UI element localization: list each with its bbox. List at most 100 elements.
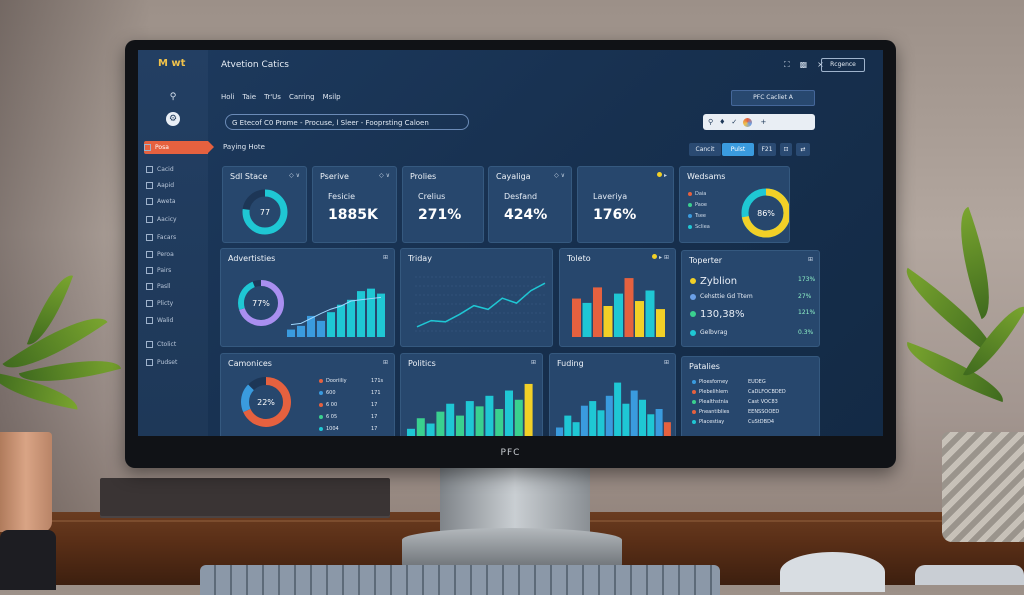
page-icon <box>146 166 153 173</box>
card-menu-icon[interactable]: ⊞ <box>530 359 536 366</box>
table-row[interactable]: Ploesforney <box>692 379 728 385</box>
status-dot-icon <box>652 254 658 259</box>
card-title: Patalies <box>689 362 720 371</box>
chart-bar <box>597 410 605 436</box>
workspace-chip[interactable]: PFC Cacliet A <box>731 90 815 106</box>
chart-bar <box>307 315 315 337</box>
row-swatch <box>319 390 323 395</box>
sidebar-item[interactable]: Pasll <box>146 280 204 293</box>
triday-line-chart <box>415 276 546 332</box>
lock-icon[interactable]: ▩ <box>799 60 818 69</box>
sidebar-item[interactable]: Aacicy <box>146 213 204 226</box>
top-nav: Holi Taie Tr'Us Carring Msilp <box>221 93 349 101</box>
camonices-card[interactable]: Camonices ⊞ 22% Dooriiliy 171s 600 171 6… <box>220 353 395 436</box>
primary-button[interactable]: Pulst <box>722 143 754 156</box>
toporter-card[interactable]: Toperter ⊞ Zyblion 173% Cehsttie Gd Ttem 2… <box>681 250 820 347</box>
kpi-label: Fesicie <box>328 192 356 201</box>
sidebar-item[interactable]: Pairs <box>146 264 204 277</box>
donut-arc <box>238 280 284 326</box>
table-row[interactable]: Plebelihlem <box>692 389 728 395</box>
row-swatch <box>692 409 696 414</box>
search-icon[interactable]: ⚲ <box>169 92 177 102</box>
kpi-card[interactable]: ▸ Laveriya 176% <box>577 166 674 243</box>
sidebar-item[interactable]: Plicty <box>146 297 204 310</box>
nav-item[interactable]: Carring <box>288 93 315 101</box>
nav-item[interactable]: Holi <box>221 93 235 101</box>
list-item[interactable]: Gelbvrag 0.3% <box>690 329 813 336</box>
politics-card[interactable]: Politics ⊞ <box>400 353 543 436</box>
card-menu-icon[interactable]: ◇ ∨ <box>379 172 390 179</box>
toleto-card[interactable]: Toleto ▸ ⊞ <box>559 248 676 347</box>
table-row-value: 17 <box>371 402 378 408</box>
kpi-card-donut[interactable]: Wedsams Daia Paoe Tsee Scliea 86% <box>679 166 790 243</box>
advertisers-card[interactable]: Advertisties ⊞ 77% <box>220 248 395 347</box>
card-menu-icon[interactable]: ⊞ <box>382 254 388 261</box>
card-menu-icon[interactable]: ▸ ⊞ <box>652 254 669 261</box>
table-row[interactable]: Placestiay <box>692 419 724 425</box>
plus-icon[interactable]: + <box>760 118 773 126</box>
sidebar-item-label: Aapid <box>157 182 175 189</box>
sidebar-item[interactable]: Facars <box>146 231 204 244</box>
pin-icon[interactable]: ♦ <box>719 118 732 126</box>
nav-item[interactable]: Msilp <box>322 93 341 101</box>
sidebar-item[interactable]: Aapid <box>146 179 204 192</box>
layout-button[interactable]: ⊡ <box>780 143 792 156</box>
card-menu-icon[interactable]: ◇ ∨ <box>289 172 300 179</box>
kpi-value: 176% <box>593 207 637 223</box>
page-icon <box>146 359 153 366</box>
sidebar-item[interactable]: Ctolict <box>146 338 204 351</box>
table-row[interactable]: Pneantiblies <box>692 409 729 415</box>
search-icon[interactable]: ⚲ <box>708 118 720 126</box>
check-icon[interactable]: ✓ <box>731 118 744 126</box>
sidebar-item[interactable]: Walid <box>146 314 204 327</box>
table-row[interactable]: Plealthstnia <box>692 399 728 405</box>
card-menu-icon[interactable]: ⊞ <box>663 359 669 366</box>
sidebar-item[interactable]: Pudset <box>146 356 204 369</box>
close-icon[interactable]: × <box>817 60 834 69</box>
nav-item[interactable]: Taie <box>242 93 257 101</box>
card-menu-icon[interactable]: ⊞ <box>382 359 388 366</box>
card-menu-icon[interactable]: ▸ <box>657 172 667 179</box>
cancel-button[interactable]: Cancit <box>689 143 721 156</box>
kpi-card[interactable]: Pserive ◇ ∨ Fesicie 1885K <box>312 166 397 243</box>
list-item[interactable]: Zyblion 173% <box>690 276 815 287</box>
sidebar-item[interactable]: Peroa <box>146 248 204 261</box>
chart-bar <box>635 301 644 337</box>
list-item[interactable]: Cehsttie Gd Ttem 27% <box>690 293 811 300</box>
list-item[interactable]: 130,38% 121% <box>690 309 815 320</box>
kpi-card[interactable]: Prolies Crelius 271% <box>402 166 484 243</box>
kpi-card[interactable]: Cayaliga ◇ ∨ Desfand 424% <box>488 166 572 243</box>
search-input[interactable]: G Etecof C0 Prome - Procuse, l Sleer - F… <box>225 114 469 130</box>
keyboard <box>200 565 720 595</box>
fuding-card[interactable]: Fuding ⊞ <box>549 353 676 436</box>
chart-bar <box>580 405 588 436</box>
donut-arc <box>241 377 291 427</box>
sidebar-item-posa[interactable]: Posa <box>144 141 214 154</box>
card-menu-icon[interactable]: ⊞ <box>807 256 813 263</box>
filter-button[interactable]: F21 <box>758 143 776 156</box>
list-label: Zyblion <box>700 276 738 287</box>
table-row-value: 17 <box>371 414 378 420</box>
chart-bar <box>593 287 602 337</box>
chart-bar <box>407 428 415 436</box>
sidebar-item[interactable]: Cacid <box>146 163 204 176</box>
toleto-bar-chart <box>572 278 665 337</box>
row-swatch <box>319 414 323 419</box>
triday-card[interactable]: Triday <box>400 248 553 347</box>
color-wheel-icon[interactable] <box>743 117 753 127</box>
nav-item[interactable]: Tr'Us <box>264 93 281 101</box>
page-icon <box>146 216 153 223</box>
kpi-card-donut[interactable]: Sdl Stace ◇ ∨ 77 <box>222 166 307 243</box>
chart-bar <box>663 422 671 436</box>
settings-icon[interactable]: ⚙ <box>166 112 180 126</box>
header-button[interactable]: Rcgence <box>821 58 865 72</box>
sidebar-item[interactable]: Aweta <box>146 195 204 208</box>
card-title: Toleto <box>567 254 591 263</box>
card-title: Pserive <box>320 172 349 181</box>
maximize-icon[interactable]: ⛶ <box>784 60 800 69</box>
card-menu-icon[interactable]: ◇ ∨ <box>554 172 565 179</box>
swap-button[interactable]: ⇄ <box>796 143 810 156</box>
list-bullet <box>690 278 696 284</box>
patalies-card[interactable]: Patalies Ploesforney EUDEG Plebelihlem C… <box>681 356 820 436</box>
sidebar-item-label: Cacid <box>157 166 174 173</box>
